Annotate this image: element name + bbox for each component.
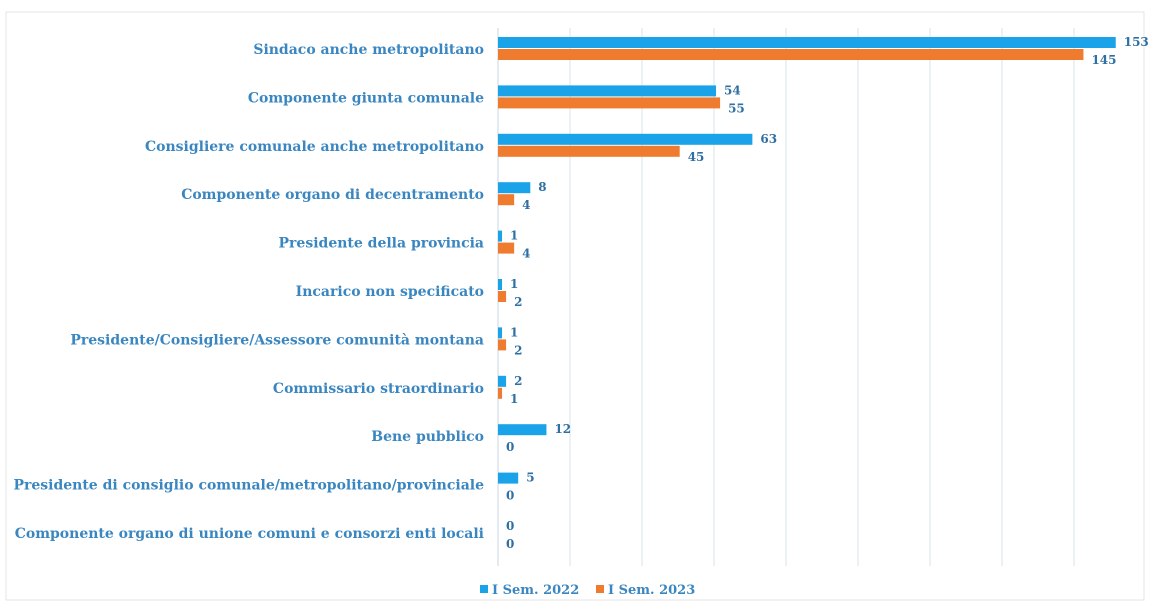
data-label-2022: 12 — [554, 422, 571, 436]
legend-swatch-2023 — [596, 585, 604, 593]
data-label-2022: 0 — [506, 519, 514, 533]
bar-2022 — [498, 473, 518, 484]
data-label-2023: 4 — [522, 198, 530, 212]
data-label-2023: 2 — [514, 295, 522, 309]
category-label: Presidente/Consigliere/Assessore comunit… — [70, 332, 484, 348]
data-label-2022: 5 — [526, 471, 534, 485]
data-label-2022: 1 — [510, 229, 518, 243]
legend-swatch-2022 — [480, 585, 488, 593]
data-label-2022: 1 — [510, 325, 518, 339]
category-label: Presidente di consiglio comunale/metropo… — [13, 478, 484, 494]
data-label-2023: 0 — [506, 440, 514, 454]
bar-2023 — [498, 194, 514, 205]
data-label-2022: 63 — [760, 132, 777, 146]
legend-label-2023: I Sem. 2023 — [608, 583, 695, 598]
bars — [498, 37, 1116, 484]
data-label-2023: 55 — [728, 101, 745, 115]
data-label-2022: 153 — [1124, 35, 1149, 49]
bar-2022 — [498, 85, 716, 96]
bar-2023 — [498, 291, 506, 302]
grid — [498, 28, 1074, 566]
category-label: Commissario straordinario — [273, 381, 484, 397]
bar-2023 — [498, 97, 720, 108]
data-label-2023: 45 — [688, 150, 705, 164]
data-label-2022: 54 — [724, 83, 741, 97]
bar-2023 — [498, 339, 506, 350]
data-label-2023: 0 — [506, 537, 514, 551]
data-label-2022: 1 — [510, 277, 518, 291]
bar-2023 — [498, 146, 680, 157]
bar-2022 — [498, 182, 530, 193]
data-label-2023: 1 — [510, 392, 518, 406]
category-label: Consigliere comunale anche metropolitano — [145, 139, 484, 155]
bar-2022 — [498, 231, 502, 242]
category-labels: Sindaco anche metropolitano Componente gi… — [13, 42, 484, 542]
data-label-2023: 2 — [514, 343, 522, 357]
bar-2022 — [498, 327, 502, 338]
data-label-2023: 0 — [506, 489, 514, 503]
bar-2022 — [498, 424, 546, 435]
category-label: Sindaco anche metropolitano — [253, 42, 484, 58]
legend: I Sem. 2022 I Sem. 2023 — [480, 583, 695, 598]
category-label: Componente organo di decentramento — [181, 187, 484, 203]
bar-2022 — [498, 134, 752, 145]
data-label-2022: 8 — [538, 180, 546, 194]
bar-2023 — [498, 49, 1083, 60]
data-label-2023: 4 — [522, 247, 530, 261]
bar-2022 — [498, 376, 506, 387]
bar-2023 — [498, 388, 502, 399]
bar-2022 — [498, 279, 502, 290]
data-label-2022: 2 — [514, 374, 522, 388]
bar-2022 — [498, 37, 1116, 48]
category-label: Bene pubblico — [371, 429, 484, 445]
category-label: Incarico non specificato — [296, 284, 484, 300]
category-label: Presidente della provincia — [279, 236, 484, 252]
category-label: Componente organo di unione comuni e con… — [15, 526, 484, 542]
category-label: Componente giunta comunale — [248, 90, 484, 106]
bar-2023 — [498, 243, 514, 254]
legend-label-2022: I Sem. 2022 — [492, 583, 579, 598]
data-label-2023: 145 — [1091, 53, 1116, 67]
